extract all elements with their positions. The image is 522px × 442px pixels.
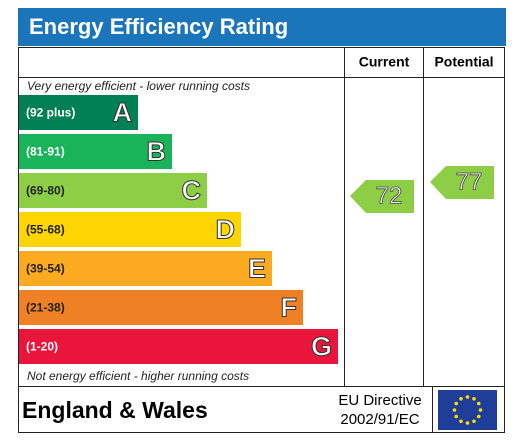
eu-star <box>465 395 470 399</box>
eu-star <box>465 421 470 425</box>
eu-star <box>472 419 476 424</box>
band-range: (81-91) <box>26 145 65 159</box>
eu-star <box>472 396 476 401</box>
band-range: (92 plus) <box>26 106 75 120</box>
bottom-note: Not energy efficient - higher running co… <box>27 369 249 383</box>
column-header: Potential <box>434 54 493 70</box>
bands: (92 plus) A (81-91) B (69-80) C (55-68) D (39-54… <box>19 95 338 364</box>
potential-arrow <box>430 166 494 199</box>
band-bar <box>19 329 338 364</box>
band-range: (69-80) <box>26 184 65 198</box>
band-bar <box>19 173 207 208</box>
current-arrow <box>350 180 414 213</box>
band-bar <box>19 134 172 169</box>
band-bar <box>19 290 303 325</box>
band-bar <box>19 95 138 130</box>
eu-star <box>454 401 459 406</box>
band-letter: A <box>113 98 133 128</box>
band-bar <box>19 251 272 286</box>
band-range: (55-68) <box>26 223 65 237</box>
band-letter: B <box>147 137 167 167</box>
eu-star <box>459 396 463 401</box>
band-letter: D <box>216 215 236 245</box>
band-bar <box>19 212 241 247</box>
band-letter: F <box>281 293 298 323</box>
title-bar <box>18 8 506 46</box>
top-note: Very energy efficient - lower running co… <box>27 79 250 93</box>
frame <box>18 47 505 433</box>
band-letter: C <box>182 176 202 206</box>
eu-stars <box>452 395 483 425</box>
eu-star <box>452 408 457 412</box>
region: England & Wales <box>22 397 208 423</box>
column-header: Current <box>359 54 410 70</box>
current-rating: 72 <box>376 182 403 209</box>
title: Energy Efficiency Rating <box>29 14 288 39</box>
eu-star <box>478 408 483 412</box>
band-letter: G <box>311 332 332 362</box>
band-range: (39-54) <box>26 262 65 276</box>
eu-star <box>454 414 459 419</box>
potential-rating: 77 <box>456 168 483 195</box>
directive: 2002/91/EC <box>340 411 419 428</box>
directive: EU Directive <box>338 392 421 409</box>
band-range: (21-38) <box>26 301 65 315</box>
band-range: (1-20) <box>26 340 58 354</box>
eu-star <box>476 414 481 419</box>
eu-star <box>476 401 481 406</box>
eu-star <box>459 419 463 424</box>
band-letter: E <box>248 254 266 284</box>
